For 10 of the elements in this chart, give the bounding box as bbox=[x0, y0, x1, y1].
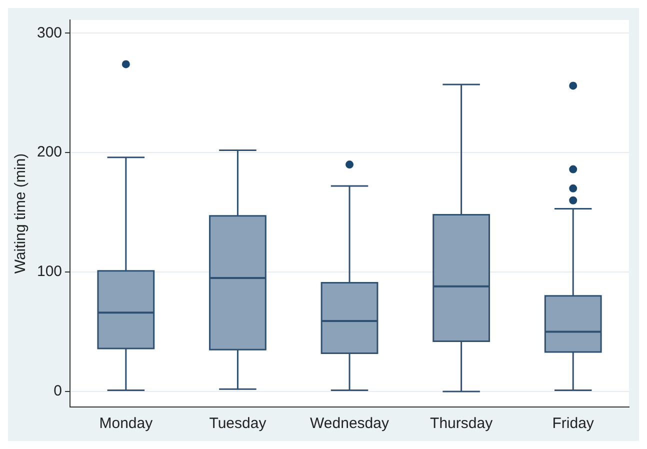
x-tick-label: Thursday bbox=[430, 415, 494, 432]
y-axis-title: Waiting time (min) bbox=[12, 153, 30, 274]
x-tick-label: Friday bbox=[552, 415, 594, 432]
x-tick-label: Wednesday bbox=[310, 415, 390, 432]
y-tick-label: 0 bbox=[54, 382, 62, 400]
y-tick-label: 200 bbox=[36, 144, 62, 161]
y-tick-label: 100 bbox=[36, 263, 62, 280]
y-tick-label: 300 bbox=[36, 24, 62, 42]
x-tick-label: Tuesday bbox=[209, 415, 267, 432]
x-tick-label: Monday bbox=[99, 415, 154, 432]
